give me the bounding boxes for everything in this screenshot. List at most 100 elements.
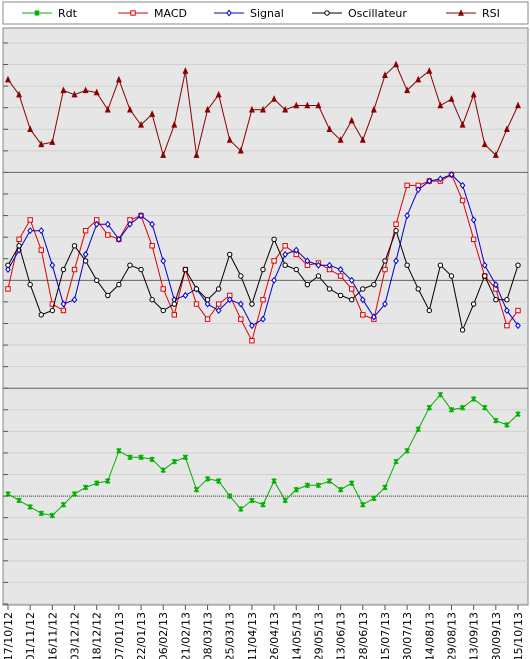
marker: [226, 296, 233, 304]
x-tick-label: 06/02/13: [157, 612, 170, 659]
marker: [337, 136, 344, 143]
marker: [171, 312, 178, 318]
marker: [38, 510, 44, 517]
marker: [481, 261, 488, 269]
x-tick-label: 28/06/13: [357, 612, 370, 659]
marker: [115, 75, 122, 83]
marker: [326, 478, 333, 484]
marker: [160, 151, 167, 158]
marker: [348, 297, 355, 303]
marker: [138, 212, 144, 220]
marker: [160, 286, 166, 292]
marker: [371, 313, 377, 321]
marker: [393, 458, 399, 465]
marker: [171, 121, 178, 128]
marker: [82, 227, 89, 234]
legend-label: Signal: [250, 7, 284, 20]
marker: [326, 286, 333, 292]
marker: [249, 301, 255, 307]
marker: [49, 138, 56, 145]
marker: [293, 266, 299, 273]
marker: [182, 67, 189, 74]
marker: [182, 266, 189, 273]
marker: [315, 482, 322, 489]
x-tick-label: 11/04/13: [246, 612, 259, 659]
marker: [437, 101, 444, 109]
marker: [371, 495, 377, 501]
marker: [238, 273, 244, 279]
marker: [160, 467, 166, 473]
marker: [16, 236, 22, 243]
marker: [60, 502, 67, 508]
marker: [382, 300, 388, 308]
marker: [16, 90, 23, 98]
marker: [492, 281, 499, 289]
x-tick-label: 15/10/13: [512, 612, 525, 659]
x-tick-label: 26/04/13: [268, 612, 281, 659]
marker: [138, 266, 144, 273]
marker: [105, 232, 111, 238]
marker: [126, 105, 133, 113]
marker: [404, 182, 410, 189]
marker: [116, 235, 122, 243]
marker: [337, 273, 344, 279]
marker: [204, 297, 211, 303]
marker: [160, 257, 167, 265]
marker: [459, 197, 466, 204]
marker: [504, 322, 510, 329]
marker: [393, 221, 399, 227]
marker: [271, 478, 277, 484]
marker: [393, 227, 399, 234]
marker: [504, 307, 510, 315]
marker: [415, 75, 422, 83]
marker: [459, 404, 466, 411]
marker: [415, 186, 422, 194]
marker: [27, 281, 33, 288]
marker: [60, 300, 67, 308]
marker: [492, 151, 499, 158]
marker: [348, 480, 355, 486]
x-tick-label: 07/01/13: [113, 612, 126, 659]
marker: [215, 286, 222, 292]
marker: [227, 251, 233, 258]
marker: [504, 297, 510, 303]
marker: [226, 136, 233, 143]
marker: [116, 281, 122, 288]
marker: [482, 404, 488, 411]
marker: [237, 300, 244, 308]
marker: [348, 116, 355, 124]
marker: [515, 262, 521, 268]
marker: [204, 105, 211, 113]
marker: [459, 121, 466, 128]
marker: [171, 301, 178, 307]
marker: [27, 125, 34, 132]
marker: [149, 456, 155, 463]
marker: [370, 105, 377, 113]
marker: [5, 266, 11, 274]
marker: [82, 250, 89, 258]
x-tick-label: 16/11/12: [46, 612, 59, 659]
marker: [393, 257, 399, 265]
marker: [360, 312, 366, 318]
x-tick-label: 30/07/13: [401, 612, 414, 659]
marker: [482, 273, 488, 279]
marker: [215, 478, 222, 484]
marker: [116, 448, 122, 454]
marker: [249, 338, 255, 344]
marker: [359, 136, 366, 143]
marker: [293, 101, 300, 109]
marker: [82, 86, 89, 94]
marker: [93, 480, 100, 486]
marker: [71, 90, 78, 98]
marker: [448, 95, 455, 102]
marker: [38, 247, 44, 253]
marker: [326, 125, 333, 132]
marker: [16, 497, 22, 504]
x-tick-label: 17/10/12: [2, 612, 15, 659]
marker: [104, 220, 111, 228]
marker: [38, 312, 44, 318]
marker: [93, 88, 100, 96]
marker: [271, 236, 277, 243]
marker: [304, 482, 311, 489]
